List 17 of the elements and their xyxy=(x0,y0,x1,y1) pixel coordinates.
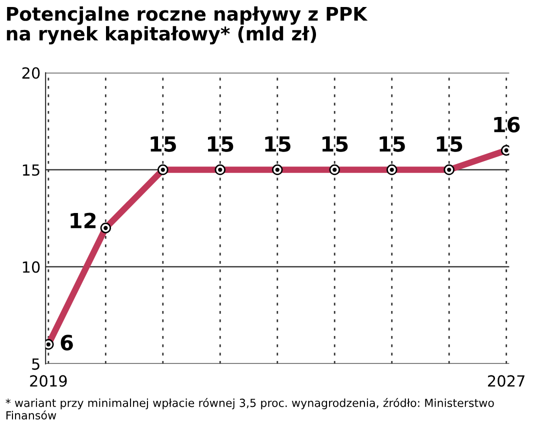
data-label: 16 xyxy=(494,116,520,132)
y-tick-label: 10 xyxy=(22,261,40,273)
text: * wariant przy minimalnej wpłacie równej 3,5 proc. wynagrodzenia, źródło: Ministerstwo Finansów xyxy=(6,398,494,420)
data-label: 15 xyxy=(436,136,462,152)
chart-title: Potencjalne roczne napływy z PPK na rynek kapitałowy* (mld zł) xyxy=(6,6,368,44)
data-label: 15 xyxy=(322,136,348,152)
x-tick-label: 2019 xyxy=(30,375,67,387)
x-tick-label: 2027 xyxy=(488,375,524,387)
data-label: 6 xyxy=(60,334,73,350)
y-tick-label: 20 xyxy=(22,67,40,79)
y-tick-label: 15 xyxy=(22,164,40,176)
data-label: 15 xyxy=(265,136,290,152)
data-label: 15 xyxy=(208,136,234,152)
data-label: 15 xyxy=(150,136,176,152)
data-label: 12 xyxy=(70,212,96,228)
data-label: 15 xyxy=(380,136,405,152)
y-tick-label: 5 xyxy=(32,358,40,370)
